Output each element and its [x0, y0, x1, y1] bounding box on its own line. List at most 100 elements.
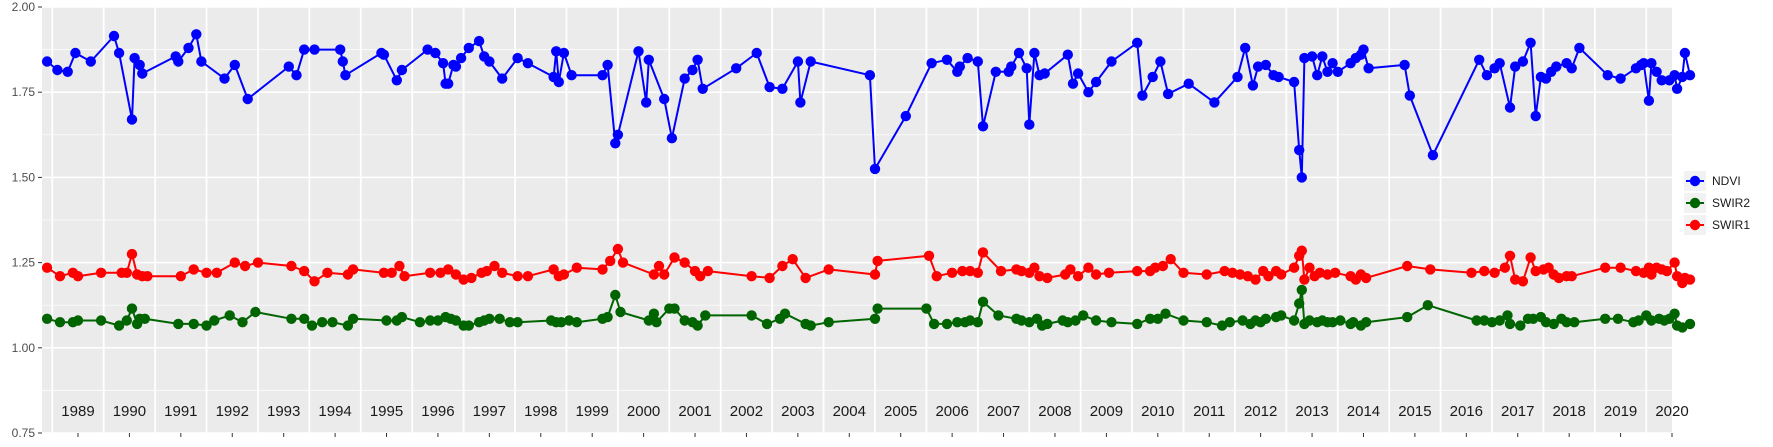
ndvi-point	[1327, 58, 1338, 69]
swir2-point	[1178, 315, 1189, 326]
swir1-point	[458, 274, 469, 285]
swir2-point	[126, 303, 138, 314]
swir1-point	[1016, 265, 1027, 277]
ndvi-point	[1183, 78, 1194, 89]
ndvi-point	[1481, 70, 1493, 81]
ndvi-point	[473, 35, 485, 47]
ndvi-point	[283, 61, 294, 72]
ndvi-point	[1643, 95, 1655, 106]
swir2-point	[306, 320, 318, 331]
swir2-point	[1224, 317, 1236, 328]
ndvi-point	[1566, 63, 1577, 74]
year-label: 1989	[61, 403, 94, 420]
ndvi-point	[697, 83, 708, 95]
ndvi-point	[219, 73, 230, 84]
swir2-point	[746, 310, 757, 321]
swir2-point	[1152, 313, 1164, 324]
swir2-point	[1288, 315, 1300, 326]
swir1-point	[1201, 269, 1212, 280]
year-label: 2007	[987, 403, 1020, 420]
y-tick-label: 1.00	[12, 341, 36, 355]
swir2-point	[921, 303, 932, 314]
ndvi-point	[1029, 47, 1040, 59]
swir1-point	[386, 267, 397, 278]
swir1-point	[201, 267, 212, 278]
swir2-point	[977, 296, 989, 307]
swir2-point	[1276, 310, 1287, 321]
swir2-point	[872, 303, 883, 314]
swir1-point	[1600, 262, 1611, 273]
swir2-point	[1669, 308, 1680, 319]
swir2-point	[556, 317, 567, 328]
ndvi-point	[229, 59, 240, 71]
swir1-point	[481, 265, 492, 277]
swir1-point	[1090, 269, 1102, 280]
ndvi-point	[512, 52, 523, 64]
swir1-point	[1034, 271, 1045, 282]
ndvi-point	[335, 44, 346, 55]
ndvi-point	[183, 42, 194, 54]
swir2-point	[1612, 313, 1624, 324]
swir2-point	[1422, 300, 1434, 311]
swir1-point	[571, 262, 582, 273]
swir2-point	[571, 317, 582, 328]
ndvi-point	[1247, 80, 1259, 91]
year-label: 2011	[1193, 403, 1225, 420]
swir1-point	[612, 243, 624, 255]
swir2-point	[113, 320, 125, 331]
ndvi-point	[1072, 68, 1084, 79]
ndvi-point	[1358, 44, 1369, 55]
year-label: 2015	[1398, 403, 1431, 420]
swir1-point	[617, 257, 629, 268]
swir1-point	[1299, 274, 1310, 285]
swir1-point	[1304, 262, 1315, 273]
swir1-point	[41, 262, 53, 273]
ndvi-point	[1671, 83, 1683, 95]
swir2-point	[381, 315, 392, 326]
swir1-point	[522, 271, 534, 282]
year-label: 1993	[267, 403, 300, 420]
ndvi-point	[1137, 90, 1148, 101]
swir1-point	[823, 264, 834, 275]
swir2-point	[1360, 317, 1372, 328]
swir1-point	[188, 264, 199, 275]
swir1-point	[558, 269, 570, 280]
swir1-point	[1517, 276, 1529, 287]
ndvi-point	[455, 52, 467, 64]
swir1-point	[1276, 269, 1287, 280]
ndvi-point	[1240, 42, 1251, 54]
swir1-point	[1504, 250, 1516, 261]
ndvi-point	[126, 114, 138, 125]
legend-key-point	[1689, 175, 1701, 187]
ndvi-point	[1530, 110, 1541, 122]
swir2-point	[700, 310, 711, 321]
swir1-point	[299, 265, 310, 277]
swir2-point	[425, 315, 436, 326]
swir2-point	[286, 313, 297, 324]
swir1-point	[1489, 267, 1500, 278]
year-label: 2017	[1501, 403, 1534, 420]
swir1-point	[946, 267, 958, 278]
year-label: 2009	[1090, 403, 1123, 420]
swir2-point	[201, 320, 212, 331]
swir1-point	[239, 260, 251, 272]
swir2-point	[173, 318, 184, 330]
swir2-point	[41, 313, 53, 324]
swir2-point	[1684, 318, 1696, 330]
ndvi-point	[1602, 70, 1613, 81]
swir2-point	[504, 317, 516, 328]
swir1-point	[1132, 265, 1143, 277]
ndvi-point	[242, 93, 253, 105]
ndvi-point	[926, 58, 937, 69]
swir1-point	[211, 267, 222, 278]
swir1-point	[972, 267, 983, 278]
swir2-point	[72, 315, 84, 326]
swir2-point	[1515, 320, 1526, 331]
ndvi-point	[1679, 47, 1691, 59]
swir2-point	[941, 318, 953, 330]
swir1-point	[695, 271, 706, 282]
swir1-point	[800, 272, 811, 284]
ndvi-point	[134, 59, 145, 71]
ndvi-point	[291, 70, 302, 81]
series-swir2	[41, 284, 1696, 333]
